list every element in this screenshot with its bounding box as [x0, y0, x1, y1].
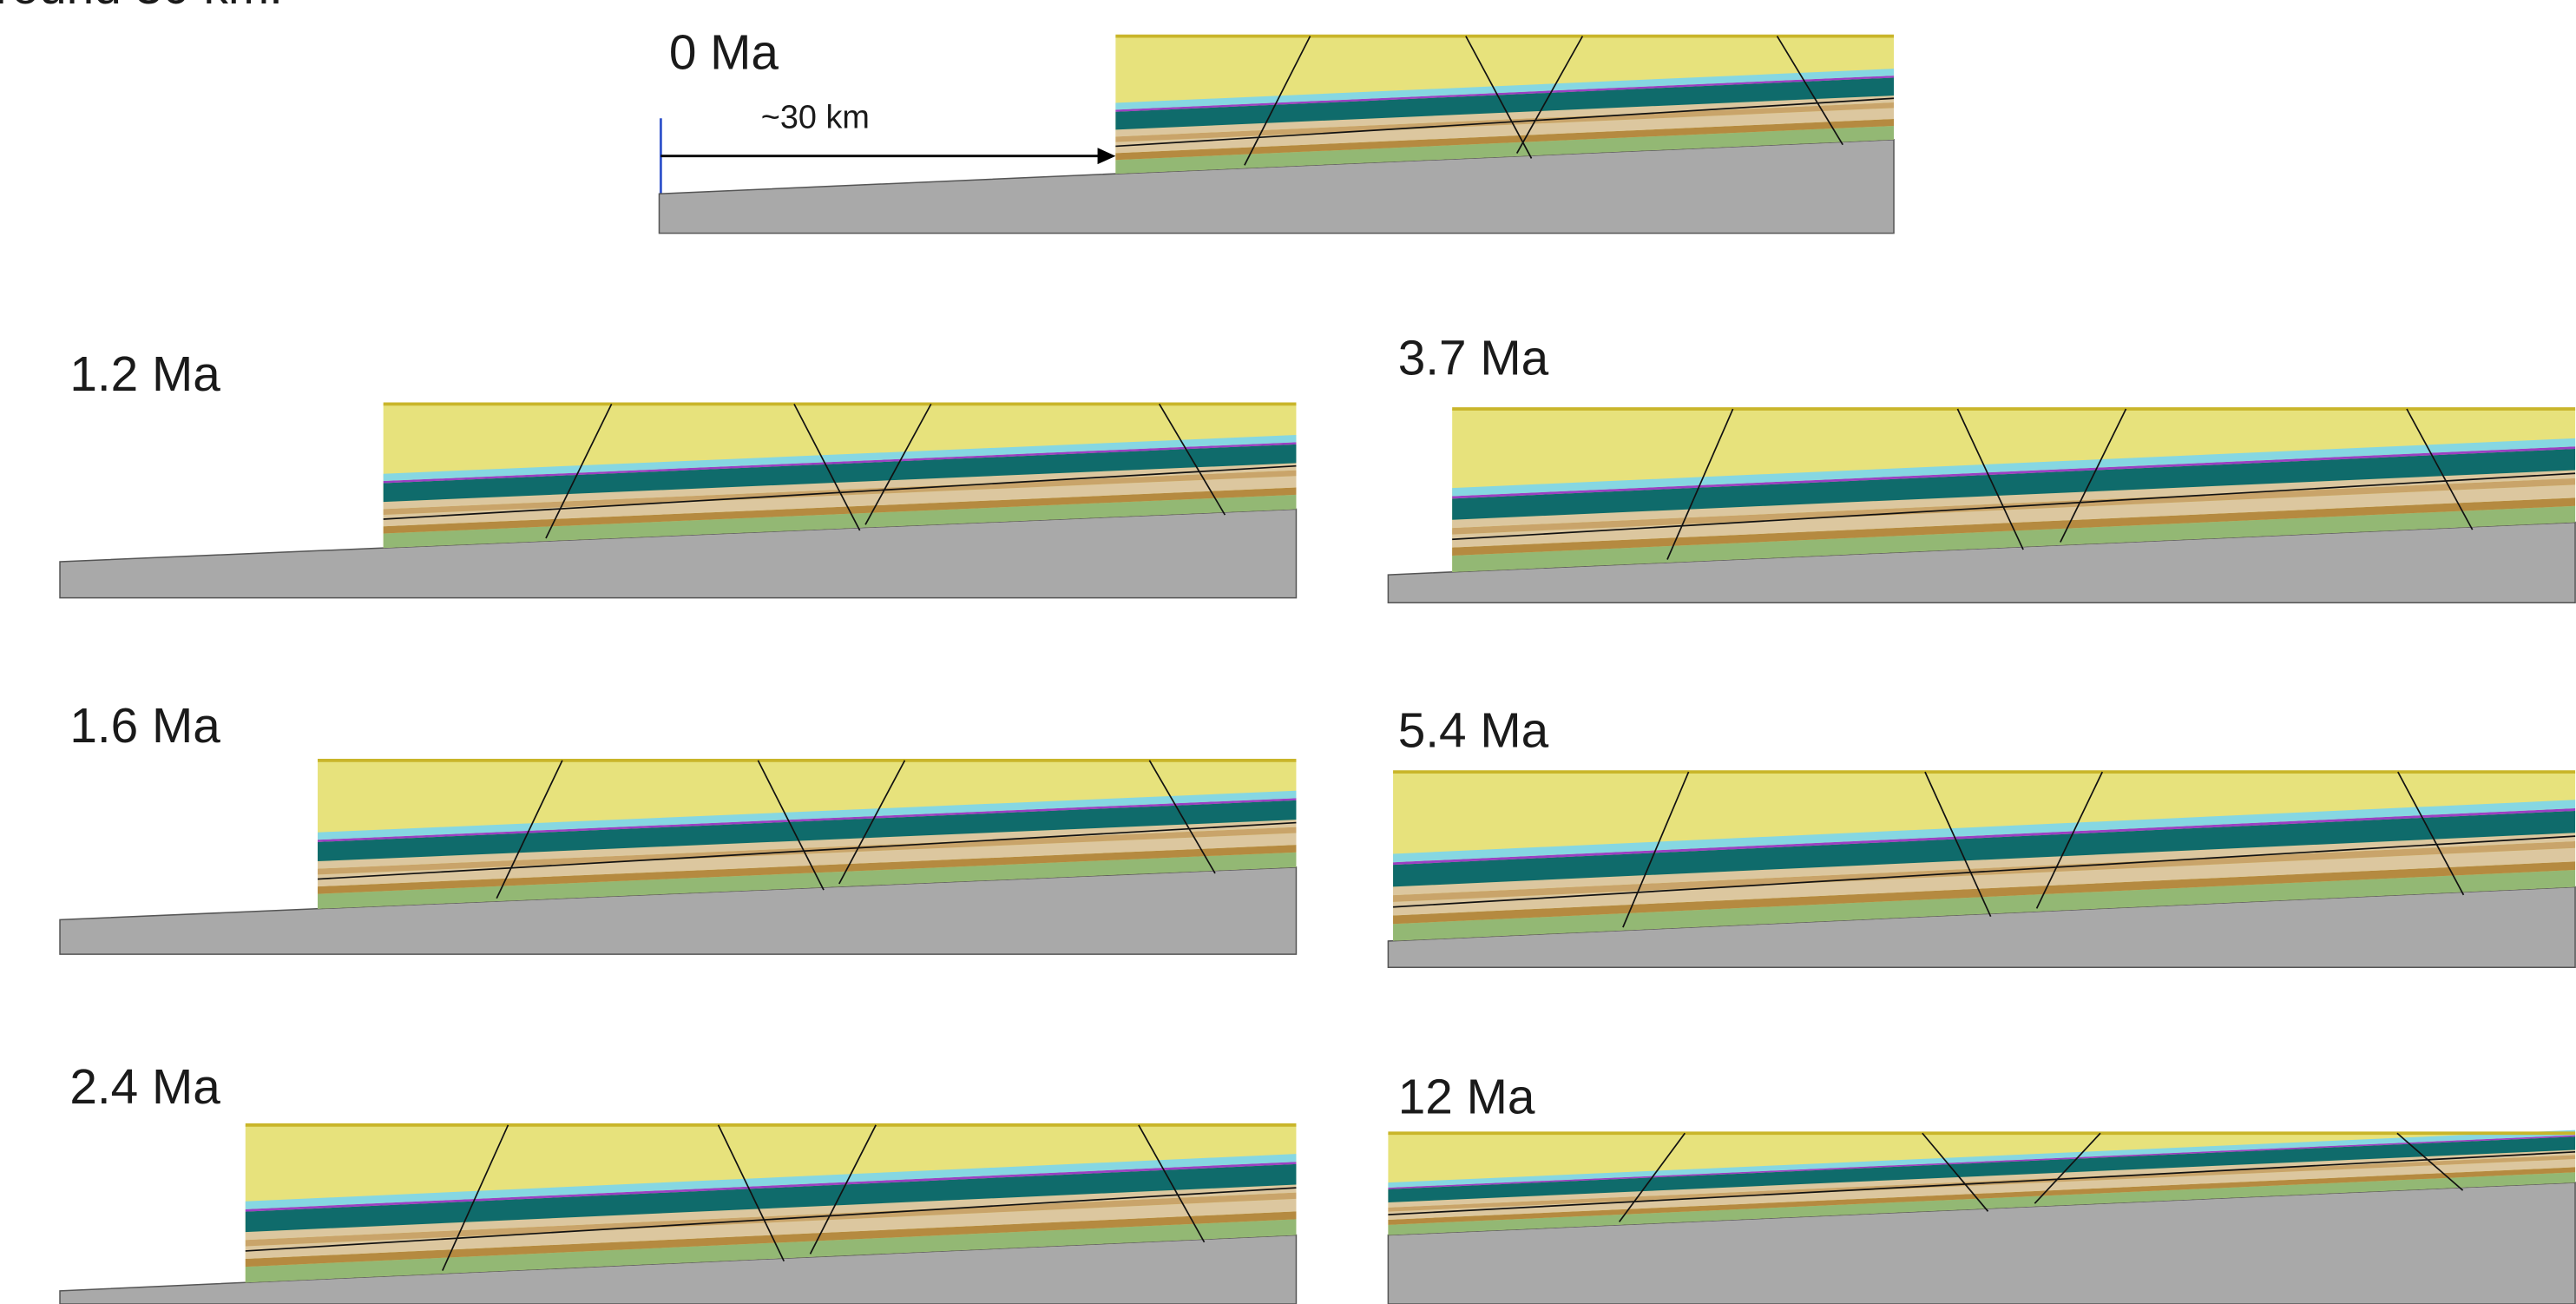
age-label: 5.4 Ma — [1398, 704, 1549, 759]
cross-section — [1388, 409, 2575, 603]
age-label: 1.2 Ma — [69, 347, 220, 402]
age-label: 2.4 Ma — [69, 1060, 220, 1115]
scale-label: ~30 km — [761, 100, 870, 136]
figure: around 30 km. ~30 km 0 Ma 1.2 Ma 1.6 Ma 2.4… — [0, 0, 2576, 1304]
cross-section — [60, 1125, 1296, 1304]
page: {"header_text": "around 30 km.", "scale_… — [0, 0, 2576, 1304]
age-label: 0 Ma — [669, 25, 779, 80]
header-text: around 30 km. — [0, 0, 283, 15]
cross-section — [1388, 1130, 2575, 1304]
cross-section — [60, 761, 1296, 954]
arrow-head — [1098, 148, 1116, 164]
age-label: 12 Ma — [1398, 1070, 1535, 1125]
age-label: 3.7 Ma — [1398, 331, 1549, 385]
cross-section — [1388, 772, 2575, 967]
age-label: 1.6 Ma — [69, 699, 220, 754]
cross-section — [60, 404, 1296, 597]
